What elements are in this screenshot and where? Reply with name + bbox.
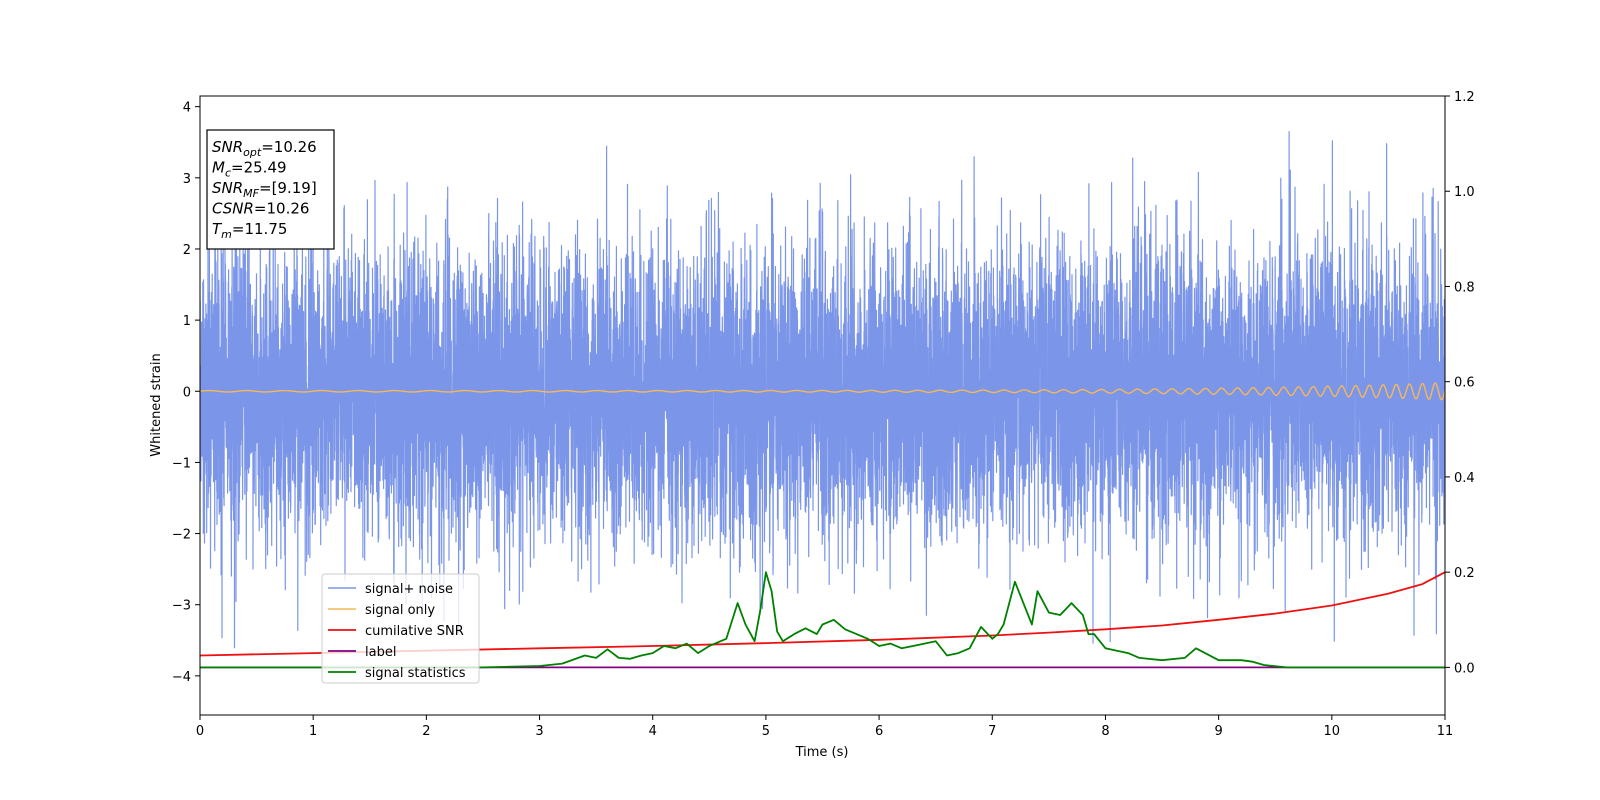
- series-cumulative-snr: [200, 571, 1445, 657]
- x-tick-label: 0: [196, 724, 204, 739]
- legend-entry: cumilative SNR: [365, 624, 464, 639]
- x-tick-label: 7: [988, 724, 996, 739]
- series-signal-noise: [200, 131, 1445, 649]
- y-axis-right: 1.2 1.0 0.8 0.6 0.4 0.2 0.0: [1445, 90, 1475, 676]
- legend-entry: label: [365, 645, 396, 660]
- y2-tick-label: 0.0: [1454, 661, 1475, 676]
- y-tick-label: 1: [183, 314, 191, 329]
- annotation-symbol: CSNR: [212, 200, 254, 218]
- x-tick-label: 2: [422, 724, 430, 739]
- x-tick-label: 5: [762, 724, 770, 739]
- y2-tick-label: 0.2: [1454, 566, 1475, 581]
- x-tick-label: 11: [1437, 724, 1454, 739]
- annotation-subscript: MF: [243, 187, 259, 200]
- y2-tick-label: 0.4: [1454, 471, 1475, 486]
- annotation-symbol: M: [212, 159, 225, 177]
- x-tick-label: 8: [1101, 724, 1109, 739]
- legend-entry: signal only: [365, 603, 435, 618]
- y-tick-label: 2: [183, 243, 191, 258]
- legend-entry: signal statistics: [365, 666, 466, 681]
- y-tick-label: 4: [183, 101, 191, 116]
- x-tick-label: 3: [535, 724, 543, 739]
- y-axis-label: Whitened strain: [149, 353, 164, 456]
- annotation-value: =11.75: [232, 220, 288, 238]
- series-signal-only: [200, 382, 1445, 401]
- y-tick-label: 3: [183, 172, 191, 187]
- series-signal-statistics: [200, 571, 1445, 669]
- annotation-subscript: m: [221, 228, 232, 241]
- y2-tick-label: 0.8: [1454, 280, 1475, 295]
- legend: signal+ noise signal only cumilative SNR la…: [321, 573, 480, 684]
- x-axis: 0 1 2 3 4 5 6 7 8 9 10 11: [196, 715, 1453, 739]
- annotation-value: =25.49: [231, 159, 287, 177]
- annotation-subscript: c: [225, 167, 231, 180]
- y-tick-label: −4: [172, 670, 191, 685]
- x-tick-label: 4: [649, 724, 657, 739]
- annotation-line: Tm=11.75: [212, 220, 287, 241]
- annotation-frame: [206, 129, 335, 250]
- plot-frame: [199, 95, 1446, 716]
- x-axis-label: Time (s): [795, 745, 849, 760]
- y2-tick-label: 0.6: [1454, 376, 1475, 391]
- y-tick-label: −2: [172, 528, 191, 543]
- y-axis-left: 4 3 2 1 0 −1 −2 −3 −4: [172, 101, 200, 685]
- annotation-symbol: T: [212, 220, 223, 238]
- y-tick-label: −1: [172, 456, 191, 471]
- annotation-symbol: SNR: [212, 179, 243, 197]
- legend-frame: [321, 573, 480, 684]
- y-tick-label: −3: [172, 599, 191, 614]
- annotation-symbol: SNR: [212, 138, 243, 156]
- annotation-value: =[9.19]: [259, 179, 317, 197]
- annotation-value: =10.26: [261, 138, 317, 156]
- annotation-subscript: opt: [243, 146, 262, 159]
- y2-tick-label: 1.2: [1454, 90, 1475, 105]
- annotation-line: SNRopt=10.26: [212, 138, 317, 159]
- stats-annotation-box: SNRopt=10.26Mc=25.49SNRMF=[9.19]CSNR=10.…: [206, 129, 335, 250]
- annotation-line: CSNR=10.26: [212, 200, 309, 218]
- y2-tick-label: 1.0: [1454, 185, 1475, 200]
- legend-entry: signal+ noise: [365, 582, 453, 597]
- x-tick-label: 9: [1214, 724, 1222, 739]
- annotation-line: Mc=25.49: [212, 159, 287, 180]
- annotation-line: SNRMF=[9.19]: [212, 179, 317, 200]
- y-tick-label: 0: [183, 385, 191, 400]
- x-tick-label: 1: [309, 724, 317, 739]
- x-tick-label: 6: [875, 724, 883, 739]
- x-tick-label: 10: [1324, 724, 1341, 739]
- annotation-value: =10.26: [254, 200, 310, 218]
